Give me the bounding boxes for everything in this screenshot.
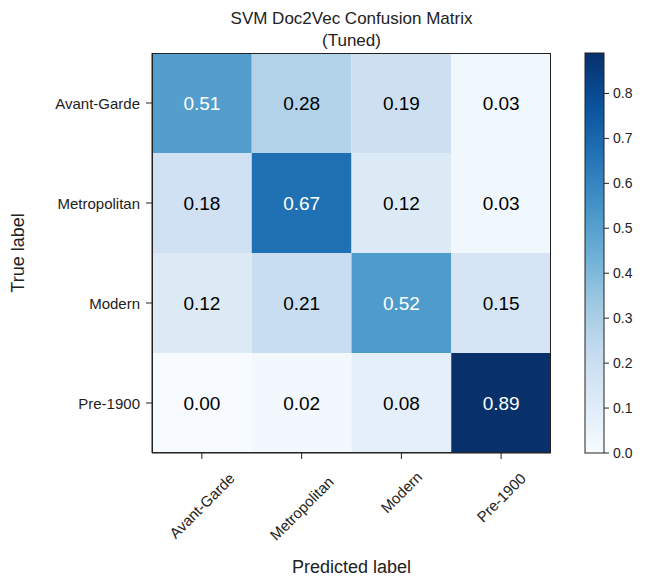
svg-text:0.12: 0.12 (183, 293, 220, 314)
svg-text:0.4: 0.4 (613, 265, 633, 281)
svg-text:0.89: 0.89 (483, 393, 520, 414)
svg-text:0.12: 0.12 (383, 193, 420, 214)
svg-text:0.2: 0.2 (613, 355, 633, 371)
svg-text:0.52: 0.52 (383, 293, 420, 314)
svg-text:0.5: 0.5 (613, 220, 633, 236)
svg-text:0.3: 0.3 (613, 310, 633, 326)
svg-text:0.0: 0.0 (613, 445, 633, 461)
svg-text:0.28: 0.28 (283, 93, 320, 114)
svg-text:0.7: 0.7 (613, 130, 633, 146)
svg-text:Metropolitan: Metropolitan (57, 195, 140, 212)
svg-text:0.00: 0.00 (183, 393, 220, 414)
svg-text:0.21: 0.21 (283, 293, 320, 314)
svg-text:0.18: 0.18 (183, 193, 220, 214)
svg-text:Pre-1900: Pre-1900 (473, 470, 529, 526)
svg-text:Modern: Modern (89, 295, 140, 312)
svg-text:0.8: 0.8 (613, 85, 633, 101)
svg-text:(Tuned): (Tuned) (322, 31, 381, 50)
svg-text:0.02: 0.02 (283, 393, 320, 414)
svg-text:0.1: 0.1 (613, 400, 633, 416)
svg-text:SVM Doc2Vec Confusion Matrix: SVM Doc2Vec Confusion Matrix (231, 9, 473, 28)
svg-text:0.19: 0.19 (383, 93, 420, 114)
svg-text:0.67: 0.67 (283, 193, 320, 214)
svg-text:0.6: 0.6 (613, 175, 633, 191)
svg-text:Avant-Garde: Avant-Garde (166, 470, 238, 542)
svg-text:0.08: 0.08 (383, 393, 420, 414)
svg-text:Metropolitan: Metropolitan (266, 473, 336, 543)
svg-text:Predicted label: Predicted label (292, 557, 411, 577)
svg-text:Pre-1900: Pre-1900 (78, 395, 140, 412)
svg-text:0.03: 0.03 (483, 93, 520, 114)
svg-text:True label: True label (8, 213, 28, 292)
svg-text:0.03: 0.03 (483, 193, 520, 214)
svg-text:Modern: Modern (377, 468, 425, 516)
svg-text:0.15: 0.15 (483, 293, 520, 314)
svg-text:Avant-Garde: Avant-Garde (55, 95, 140, 112)
svg-text:0.51: 0.51 (183, 93, 220, 114)
